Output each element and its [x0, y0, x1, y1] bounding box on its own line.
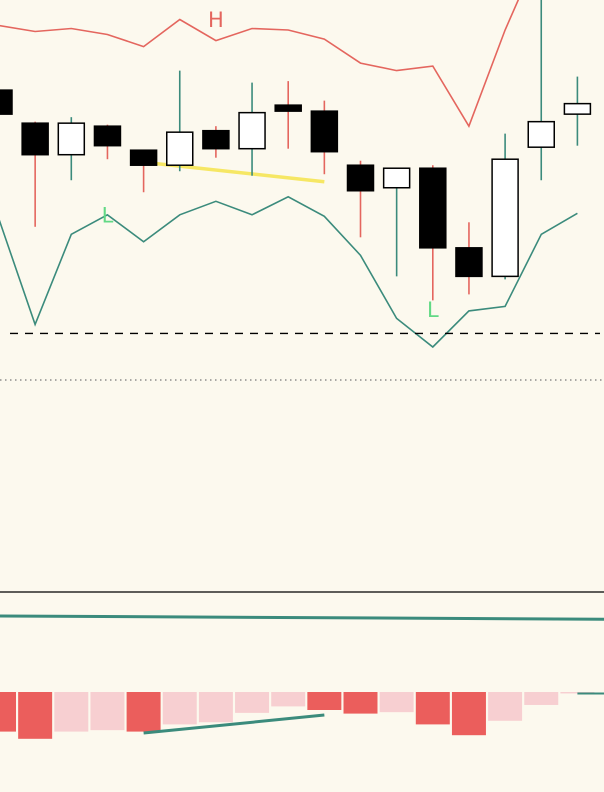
pivot-label-low: L: [427, 298, 439, 322]
histogram-panel: [0, 692, 604, 739]
histogram-bar: [0, 692, 16, 732]
candle-body: [166, 131, 194, 166]
candle: [21, 121, 49, 227]
candle: [57, 117, 86, 181]
lower-band-line: [0, 195, 578, 349]
candle-body: [202, 129, 230, 150]
histogram-bar: [235, 692, 270, 713]
histogram-bar: [524, 692, 559, 705]
candle: [491, 133, 519, 280]
oscillator-line: [0, 614, 604, 621]
histogram-bar: [198, 692, 233, 723]
histogram-bar: [415, 692, 450, 725]
histogram-bar: [18, 692, 53, 739]
divergence-line: [143, 713, 325, 735]
candle-body: [346, 164, 375, 192]
candle: [166, 70, 194, 172]
histogram-bar: [451, 692, 486, 736]
candle: [310, 100, 339, 175]
candle: [382, 167, 411, 277]
histogram-bar: [307, 692, 342, 710]
candle: [563, 76, 592, 146]
candle: [202, 126, 230, 158]
histogram-bar: [90, 692, 125, 731]
oscillator-panel: [0, 591, 604, 621]
candle-body: [455, 247, 483, 278]
histogram-bar: [379, 692, 414, 713]
histogram-bar: [343, 692, 378, 714]
candle: [527, 0, 555, 181]
candle: [419, 165, 447, 301]
candle: [455, 222, 483, 295]
candle-body: [21, 122, 49, 156]
histogram-bar: [54, 692, 89, 732]
histogram-bar: [488, 692, 523, 721]
candle-body: [310, 110, 339, 153]
candle: [238, 82, 266, 176]
candle-body: [274, 104, 302, 112]
candle-body: [563, 102, 592, 115]
pivot-label-high: H: [208, 8, 224, 32]
histogram-bar: [126, 692, 161, 732]
histogram-bar: [271, 692, 306, 707]
candle: [274, 81, 302, 149]
candle-body: [491, 158, 519, 278]
candle-body: [0, 89, 13, 115]
candle-body: [419, 167, 447, 249]
candle-body: [238, 111, 266, 150]
histogram-bar: [162, 692, 197, 725]
candle-body: [129, 149, 158, 166]
price-panel: H L L: [0, 0, 600, 349]
candle: [0, 89, 13, 115]
candle-body: [382, 167, 411, 189]
candle-body: [527, 120, 555, 148]
candle: [93, 124, 122, 160]
candle-body: [93, 125, 122, 147]
candle: [346, 160, 375, 238]
candle: [129, 149, 158, 193]
pivot-label-low: L: [102, 203, 114, 227]
upper-band-line: [0, 0, 520, 129]
candle-body: [57, 122, 86, 156]
